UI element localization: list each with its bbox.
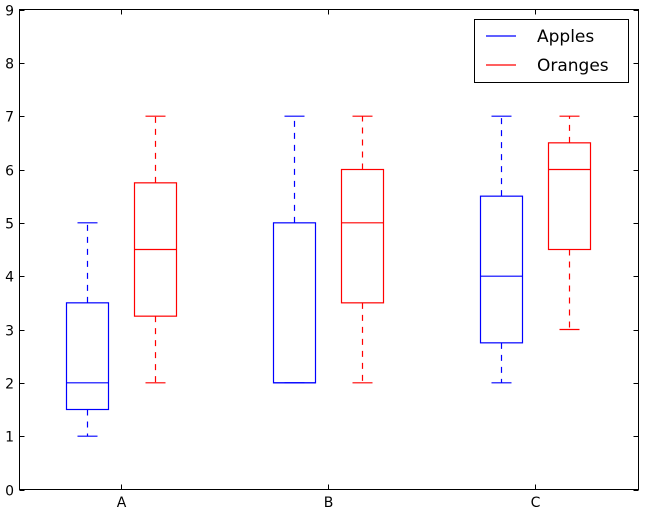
box-apples-b [272,115,317,384]
plot-marks [65,115,592,437]
y-tick-label: 9 [5,4,14,20]
x-tick-label: C [531,495,541,510]
legend: Apples Oranges [474,19,629,83]
box-apples-a [65,222,110,437]
y-tick-label: 8 [5,57,14,73]
y-tick-label: 1 [5,430,14,446]
y-tick-label: 7 [5,110,14,126]
box-oranges-c [547,115,592,331]
box-oranges-b [340,115,385,384]
iqr-box [479,195,524,344]
legend-label-oranges: Oranges [537,56,609,76]
y-tick-label: 4 [5,270,14,286]
iqr-box [65,302,110,411]
iqr-box [340,168,385,304]
y-tick-label: 0 [5,484,14,500]
y-tick-label: 6 [5,164,14,180]
x-tick-label: B [324,495,334,510]
y-tick-label: 5 [5,217,14,233]
legend-label-apples: Apples [537,27,594,47]
box-apples-c [479,115,524,384]
box-oranges-a [133,115,178,384]
axis-ticks: 0 1 2 3 4 5 6 7 8 9 A B C [5,4,639,510]
x-tick-label: A [117,495,127,510]
legend-box [474,19,629,83]
iqr-box [272,222,317,384]
iqr-box [547,142,592,251]
y-tick-label: 3 [5,324,14,340]
y-tick-label: 2 [5,377,14,393]
